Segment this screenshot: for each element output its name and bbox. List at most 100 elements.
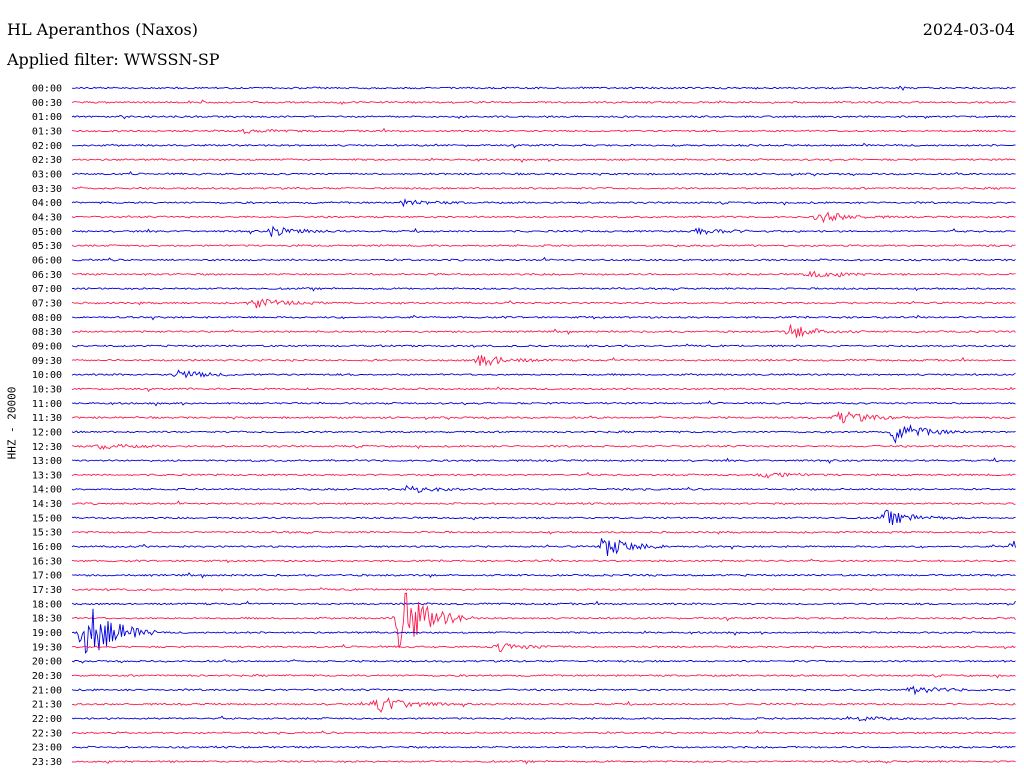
time-tick-label: 15:30: [32, 528, 62, 539]
trace-line: [71, 343, 1016, 349]
time-tick-label: 20:00: [32, 657, 62, 668]
trace-line: [71, 642, 1016, 653]
time-tick-label: 05:00: [32, 227, 62, 238]
trace-line: [71, 500, 1016, 506]
trace-line: [71, 286, 1016, 292]
time-tick-label: 05:30: [32, 241, 62, 252]
trace-line: [71, 85, 1016, 92]
time-tick-label: 06:00: [32, 255, 62, 266]
trace-line: [71, 127, 1016, 135]
time-tick-label: 17:00: [32, 571, 62, 582]
trace-line: [71, 400, 1016, 407]
time-tick-label: 00:00: [32, 84, 62, 95]
trace-line: [71, 411, 1016, 424]
trace-line: [71, 314, 1016, 321]
time-tick-label: 18:30: [32, 614, 62, 625]
time-tick-label: 08:00: [32, 313, 62, 324]
trace-line: [71, 572, 1016, 579]
time-tick-label: 04:00: [32, 198, 62, 209]
time-tick-label: 20:30: [32, 671, 62, 682]
time-tick-label: 22:30: [32, 728, 62, 739]
time-tick-label: 23:00: [32, 743, 62, 754]
trace-line: [71, 457, 1016, 464]
time-tick-label: 12:30: [32, 442, 62, 453]
trace-line: [71, 369, 1016, 379]
trace-line: [71, 659, 1016, 664]
trace-line: [71, 697, 1016, 713]
trace-line: [71, 423, 1016, 444]
time-tick-label: 13:00: [32, 456, 62, 467]
station-title: HL Aperanthos (Naxos): [7, 20, 198, 39]
time-tick-label: 02:00: [32, 141, 62, 152]
time-tick-label: 16:00: [32, 542, 62, 553]
time-tick-label: 01:00: [32, 112, 62, 123]
time-tick-label: 17:30: [32, 585, 62, 596]
trace-line: [71, 386, 1016, 393]
trace-line: [71, 99, 1016, 106]
trace-line: [71, 587, 1016, 592]
trace-line: [71, 225, 1016, 237]
trace-line: [71, 443, 1016, 451]
time-tick-label: 09:00: [32, 341, 62, 352]
trace-line: [71, 600, 1016, 606]
time-tick-label: 14:30: [32, 499, 62, 510]
trace-line: [72, 142, 1016, 149]
trace-line: [71, 197, 1016, 208]
trace-line: [71, 608, 1016, 654]
trace-line: [71, 759, 1016, 765]
time-tick-label: 14:00: [32, 485, 62, 496]
time-tick-label: 16:30: [32, 556, 62, 567]
time-tick-label: 06:30: [32, 270, 62, 281]
trace-line: [71, 170, 1016, 177]
trace-line: [71, 471, 1016, 479]
filter-label: Applied filter: WWSSN-SP: [7, 50, 220, 69]
time-tick-label: 21:30: [32, 700, 62, 711]
time-tick-label: 18:00: [32, 599, 62, 610]
time-tick-label: 08:30: [32, 327, 62, 338]
time-tick-label: 23:30: [32, 757, 62, 768]
trace-line: [71, 592, 1016, 649]
time-tick-label: 15:00: [32, 513, 62, 524]
time-tick-label: 12:00: [32, 427, 62, 438]
trace-line: [71, 115, 1016, 120]
time-tick-label: 19:00: [32, 628, 62, 639]
trace-line: [71, 270, 1016, 278]
trace-line: [71, 186, 1016, 190]
time-tick-label: 03:30: [32, 184, 62, 195]
time-tick-label: 11:30: [32, 413, 62, 424]
trace-line: [71, 157, 1016, 163]
time-tick-label: 11:00: [32, 399, 62, 410]
trace-line: [71, 729, 1016, 735]
trace-line: [71, 243, 1016, 248]
trace-line: [71, 558, 1016, 564]
trace-line: [71, 530, 1016, 535]
time-tick-label: 09:30: [32, 356, 62, 367]
trace-line: [71, 211, 1016, 224]
trace-line: [71, 715, 1016, 722]
time-tick-label: 21:00: [32, 685, 62, 696]
time-tick-label: 13:30: [32, 470, 62, 481]
time-tick-label: 03:00: [32, 169, 62, 180]
time-tick-label: 01:30: [32, 126, 62, 137]
trace-line: [72, 673, 1016, 679]
trace-line: [71, 685, 1016, 696]
time-tick-label: 00:30: [32, 98, 62, 109]
trace-line: [71, 538, 1016, 556]
time-tick-label: 22:00: [32, 714, 62, 725]
trace-line: [71, 298, 1016, 309]
time-tick-label: 07:30: [32, 298, 62, 309]
trace-line: [71, 509, 1016, 525]
trace-line: [71, 256, 1016, 262]
trace-line: [71, 324, 1016, 338]
time-tick-label: 07:00: [32, 284, 62, 295]
time-tick-label: 04:30: [32, 212, 62, 223]
trace-line: [72, 745, 1016, 749]
time-tick-label: 10:30: [32, 384, 62, 395]
time-tick-label: 02:30: [32, 155, 62, 166]
trace-line: [71, 354, 1016, 367]
time-tick-label: 19:30: [32, 642, 62, 653]
date-label: 2024-03-04: [922, 20, 1015, 39]
time-tick-label: 10:00: [32, 370, 62, 381]
trace-line: [71, 484, 1016, 494]
